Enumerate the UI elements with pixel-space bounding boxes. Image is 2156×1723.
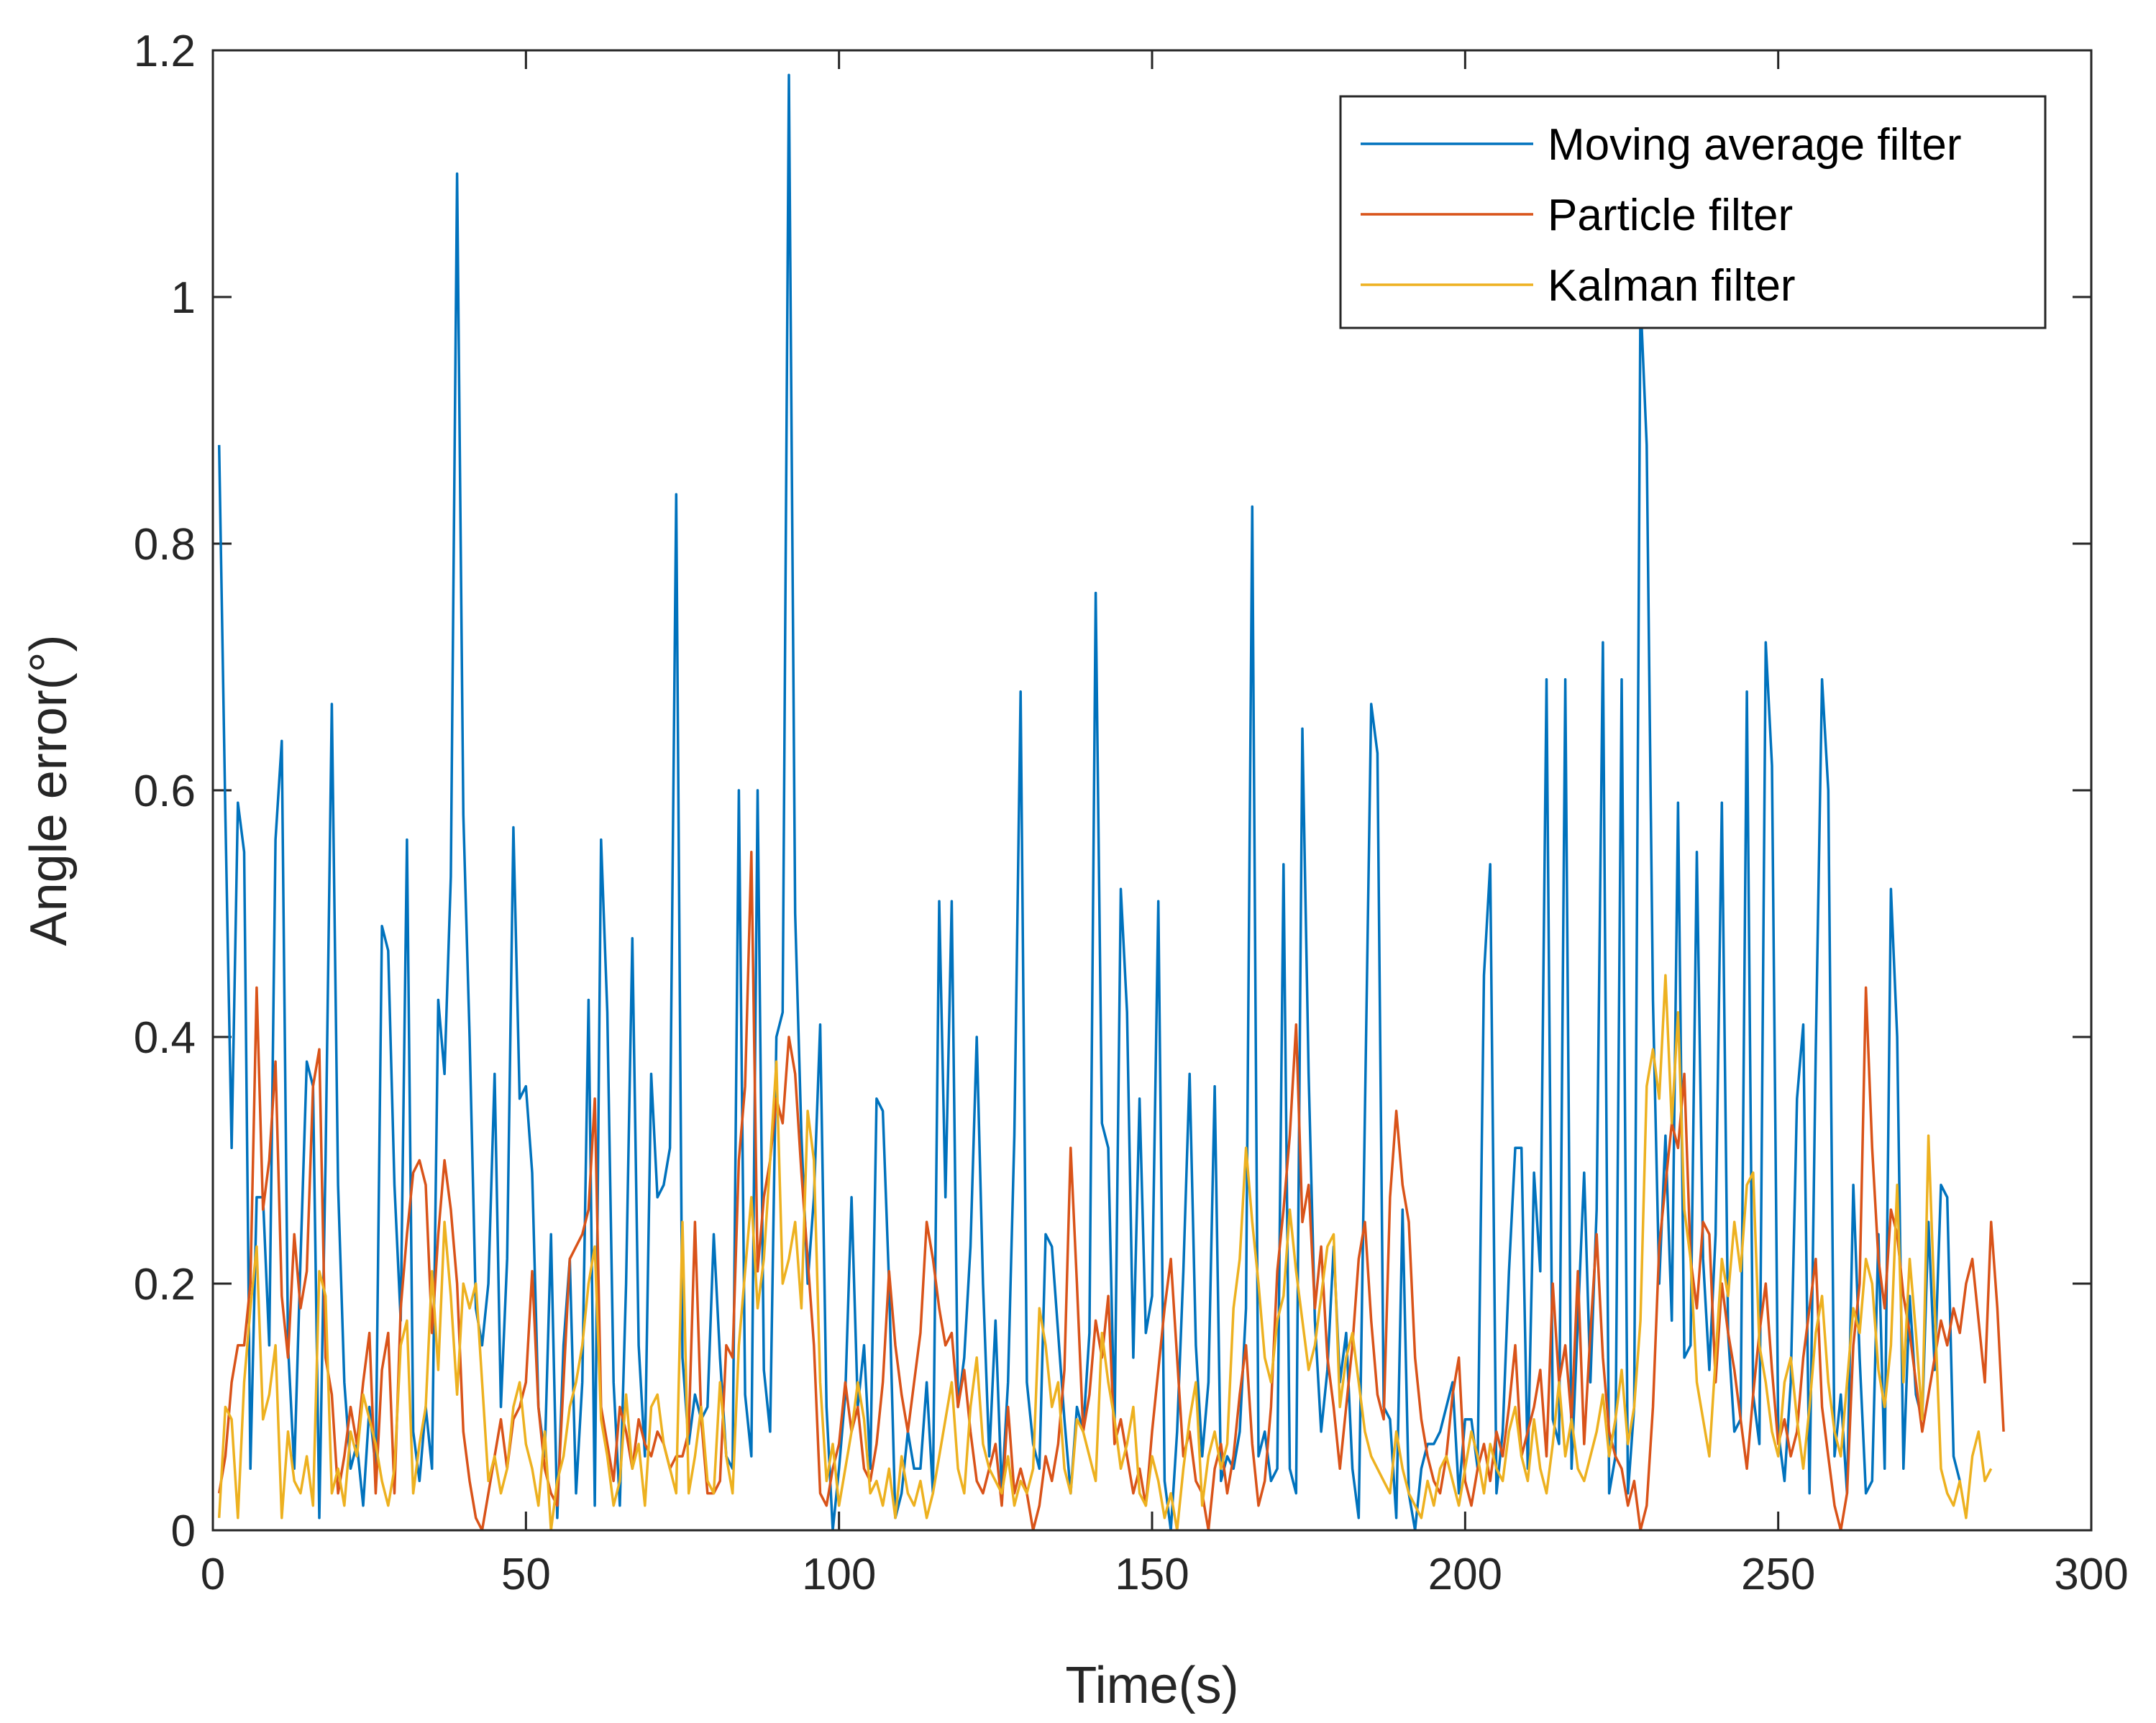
y-tick-labels: 0 0.2 0.4 0.6 0.8 1 1.2 [134, 27, 196, 1556]
y-tick-label: 0.4 [134, 1013, 196, 1063]
series-line-kalman-filter [217, 974, 1993, 1530]
y-tick-label: 0 [171, 1507, 196, 1556]
x-tick-label: 50 [501, 1550, 551, 1599]
y-tick-label: 0.2 [134, 1260, 196, 1310]
y-tick-label: 1.2 [134, 27, 196, 76]
legend: Moving average filter Particle filter Kalm… [1339, 95, 2047, 329]
x-tick-label: 250 [1741, 1550, 1815, 1599]
legend-label-particle-filter: Particle filter [1548, 191, 1793, 240]
x-tick-label: 100 [802, 1550, 876, 1599]
x-tick-labels: 0 50 100 150 200 250 300 [201, 1550, 2129, 1599]
y-tick-label: 1 [171, 273, 196, 323]
legend-label-moving-average-filter: Moving average filter [1548, 120, 1962, 170]
x-tick-label: 150 [1115, 1550, 1189, 1599]
x-tick-label: 300 [2054, 1550, 2128, 1599]
series-line-particle-filter [217, 851, 2005, 1530]
series-layer [217, 73, 2005, 1530]
x-tick-label: 0 [201, 1550, 225, 1599]
y-axis-label: Angle error(°) [20, 635, 78, 946]
plot-area-frame [211, 49, 2093, 1532]
y-tick-label: 0.6 [134, 767, 196, 816]
x-axis-label: Time(s) [1065, 1657, 1238, 1714]
legend-label-kalman-filter: Kalman filter [1548, 261, 1796, 311]
y-tick-label: 0.8 [134, 520, 196, 570]
x-tick-label: 200 [1428, 1550, 1502, 1599]
series-line-moving-average-filter [217, 73, 1961, 1530]
legend-box [1339, 95, 2047, 329]
